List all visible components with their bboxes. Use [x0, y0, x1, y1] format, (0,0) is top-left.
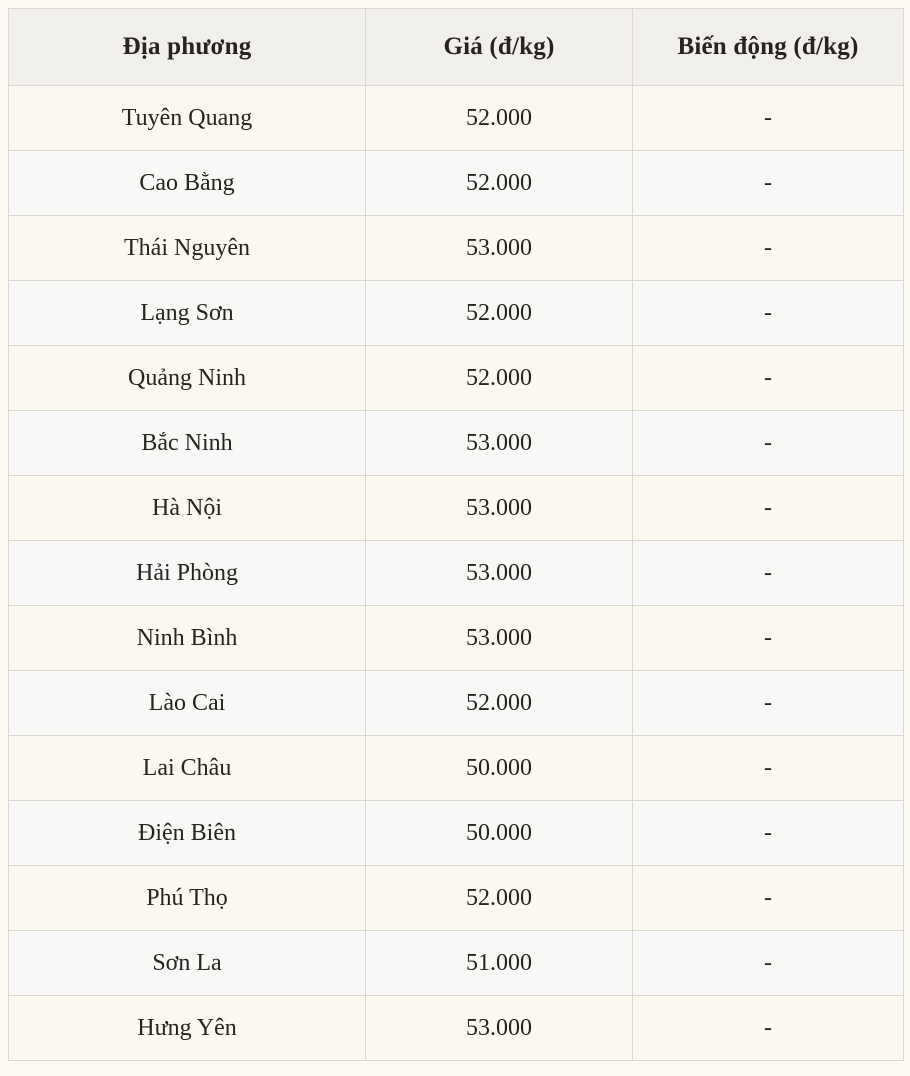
price-cell: 52.000 [365, 150, 633, 216]
region-cell: Hưng Yên [8, 995, 366, 1061]
price-cell: 50.000 [365, 735, 633, 801]
price-cell: 52.000 [365, 85, 633, 151]
table-row: Ninh Bình 53.000- [8, 605, 904, 671]
region-cell: Bắc Ninh [8, 410, 366, 476]
change-cell: - [632, 475, 904, 541]
table-row: Hưng Yên 53.000- [8, 995, 904, 1061]
table-row: Tuyên Quang 52.000- [8, 85, 904, 151]
table-row: Sơn La 51.000- [8, 930, 904, 996]
price-cell: 53.000 [365, 410, 633, 476]
price-cell: 52.000 [365, 670, 633, 736]
region-cell: Ninh Bình [8, 605, 366, 671]
change-cell: - [632, 410, 904, 476]
change-cell: - [632, 85, 904, 151]
table-row: Thái Nguyên 53.000- [8, 215, 904, 281]
region-cell: Hà Nội [8, 475, 366, 541]
price-cell: 52.000 [365, 280, 633, 346]
region-cell: Lạng Sơn [8, 280, 366, 346]
price-cell: 53.000 [365, 540, 633, 606]
change-cell: - [632, 280, 904, 346]
price-cell: 53.000 [365, 215, 633, 281]
price-cell: 52.000 [365, 865, 633, 931]
region-cell: Quảng Ninh [8, 345, 366, 411]
table-row: Điện Biên 50.000- [8, 800, 904, 866]
header-region: Địa phương [8, 8, 366, 86]
table-row: Quảng Ninh 52.000- [8, 345, 904, 411]
table-row: Phú Thọ 52.000- [8, 865, 904, 931]
table-row: Hà Nội 53.000- [8, 475, 904, 541]
price-cell: 52.000 [365, 345, 633, 411]
price-cell: 53.000 [365, 605, 633, 671]
region-cell: Hải Phòng [8, 540, 366, 606]
change-cell: - [632, 800, 904, 866]
change-cell: - [632, 605, 904, 671]
table-row: Cao Bằng 52.000- [8, 150, 904, 216]
table-row: Lai Châu 50.000- [8, 735, 904, 801]
price-cell: 53.000 [365, 475, 633, 541]
region-cell: Sơn La [8, 930, 366, 996]
region-cell: Cao Bằng [8, 150, 366, 216]
price-table: Địa phương Giá (đ/kg) Biến động (đ/kg) T… [8, 8, 904, 1061]
header-price: Giá (đ/kg) [365, 8, 633, 86]
region-cell: Thái Nguyên [8, 215, 366, 281]
table-row: Lạng Sơn 52.000- [8, 280, 904, 346]
price-cell: 51.000 [365, 930, 633, 996]
price-cell: 50.000 [365, 800, 633, 866]
table-row: Lào Cai 52.000- [8, 670, 904, 736]
table-row: Bắc Ninh 53.000- [8, 410, 904, 476]
table-body: Tuyên Quang 52.000- Cao Bằng 52.000- Thái Ng… [8, 85, 904, 1061]
change-cell: - [632, 670, 904, 736]
table-row: Hải Phòng 53.000- [8, 540, 904, 606]
change-cell: - [632, 735, 904, 801]
change-cell: - [632, 930, 904, 996]
table-header-row: Địa phương Giá (đ/kg) Biến động (đ/kg) [8, 8, 904, 86]
price-cell: 53.000 [365, 995, 633, 1061]
change-cell: - [632, 345, 904, 411]
region-cell: Lai Châu [8, 735, 366, 801]
change-cell: - [632, 995, 904, 1061]
region-cell: Tuyên Quang [8, 85, 366, 151]
change-cell: - [632, 865, 904, 931]
change-cell: - [632, 150, 904, 216]
region-cell: Điện Biên [8, 800, 366, 866]
change-cell: - [632, 540, 904, 606]
change-cell: - [632, 215, 904, 281]
header-change: Biến động (đ/kg) [632, 8, 904, 86]
region-cell: Lào Cai [8, 670, 366, 736]
region-cell: Phú Thọ [8, 865, 366, 931]
